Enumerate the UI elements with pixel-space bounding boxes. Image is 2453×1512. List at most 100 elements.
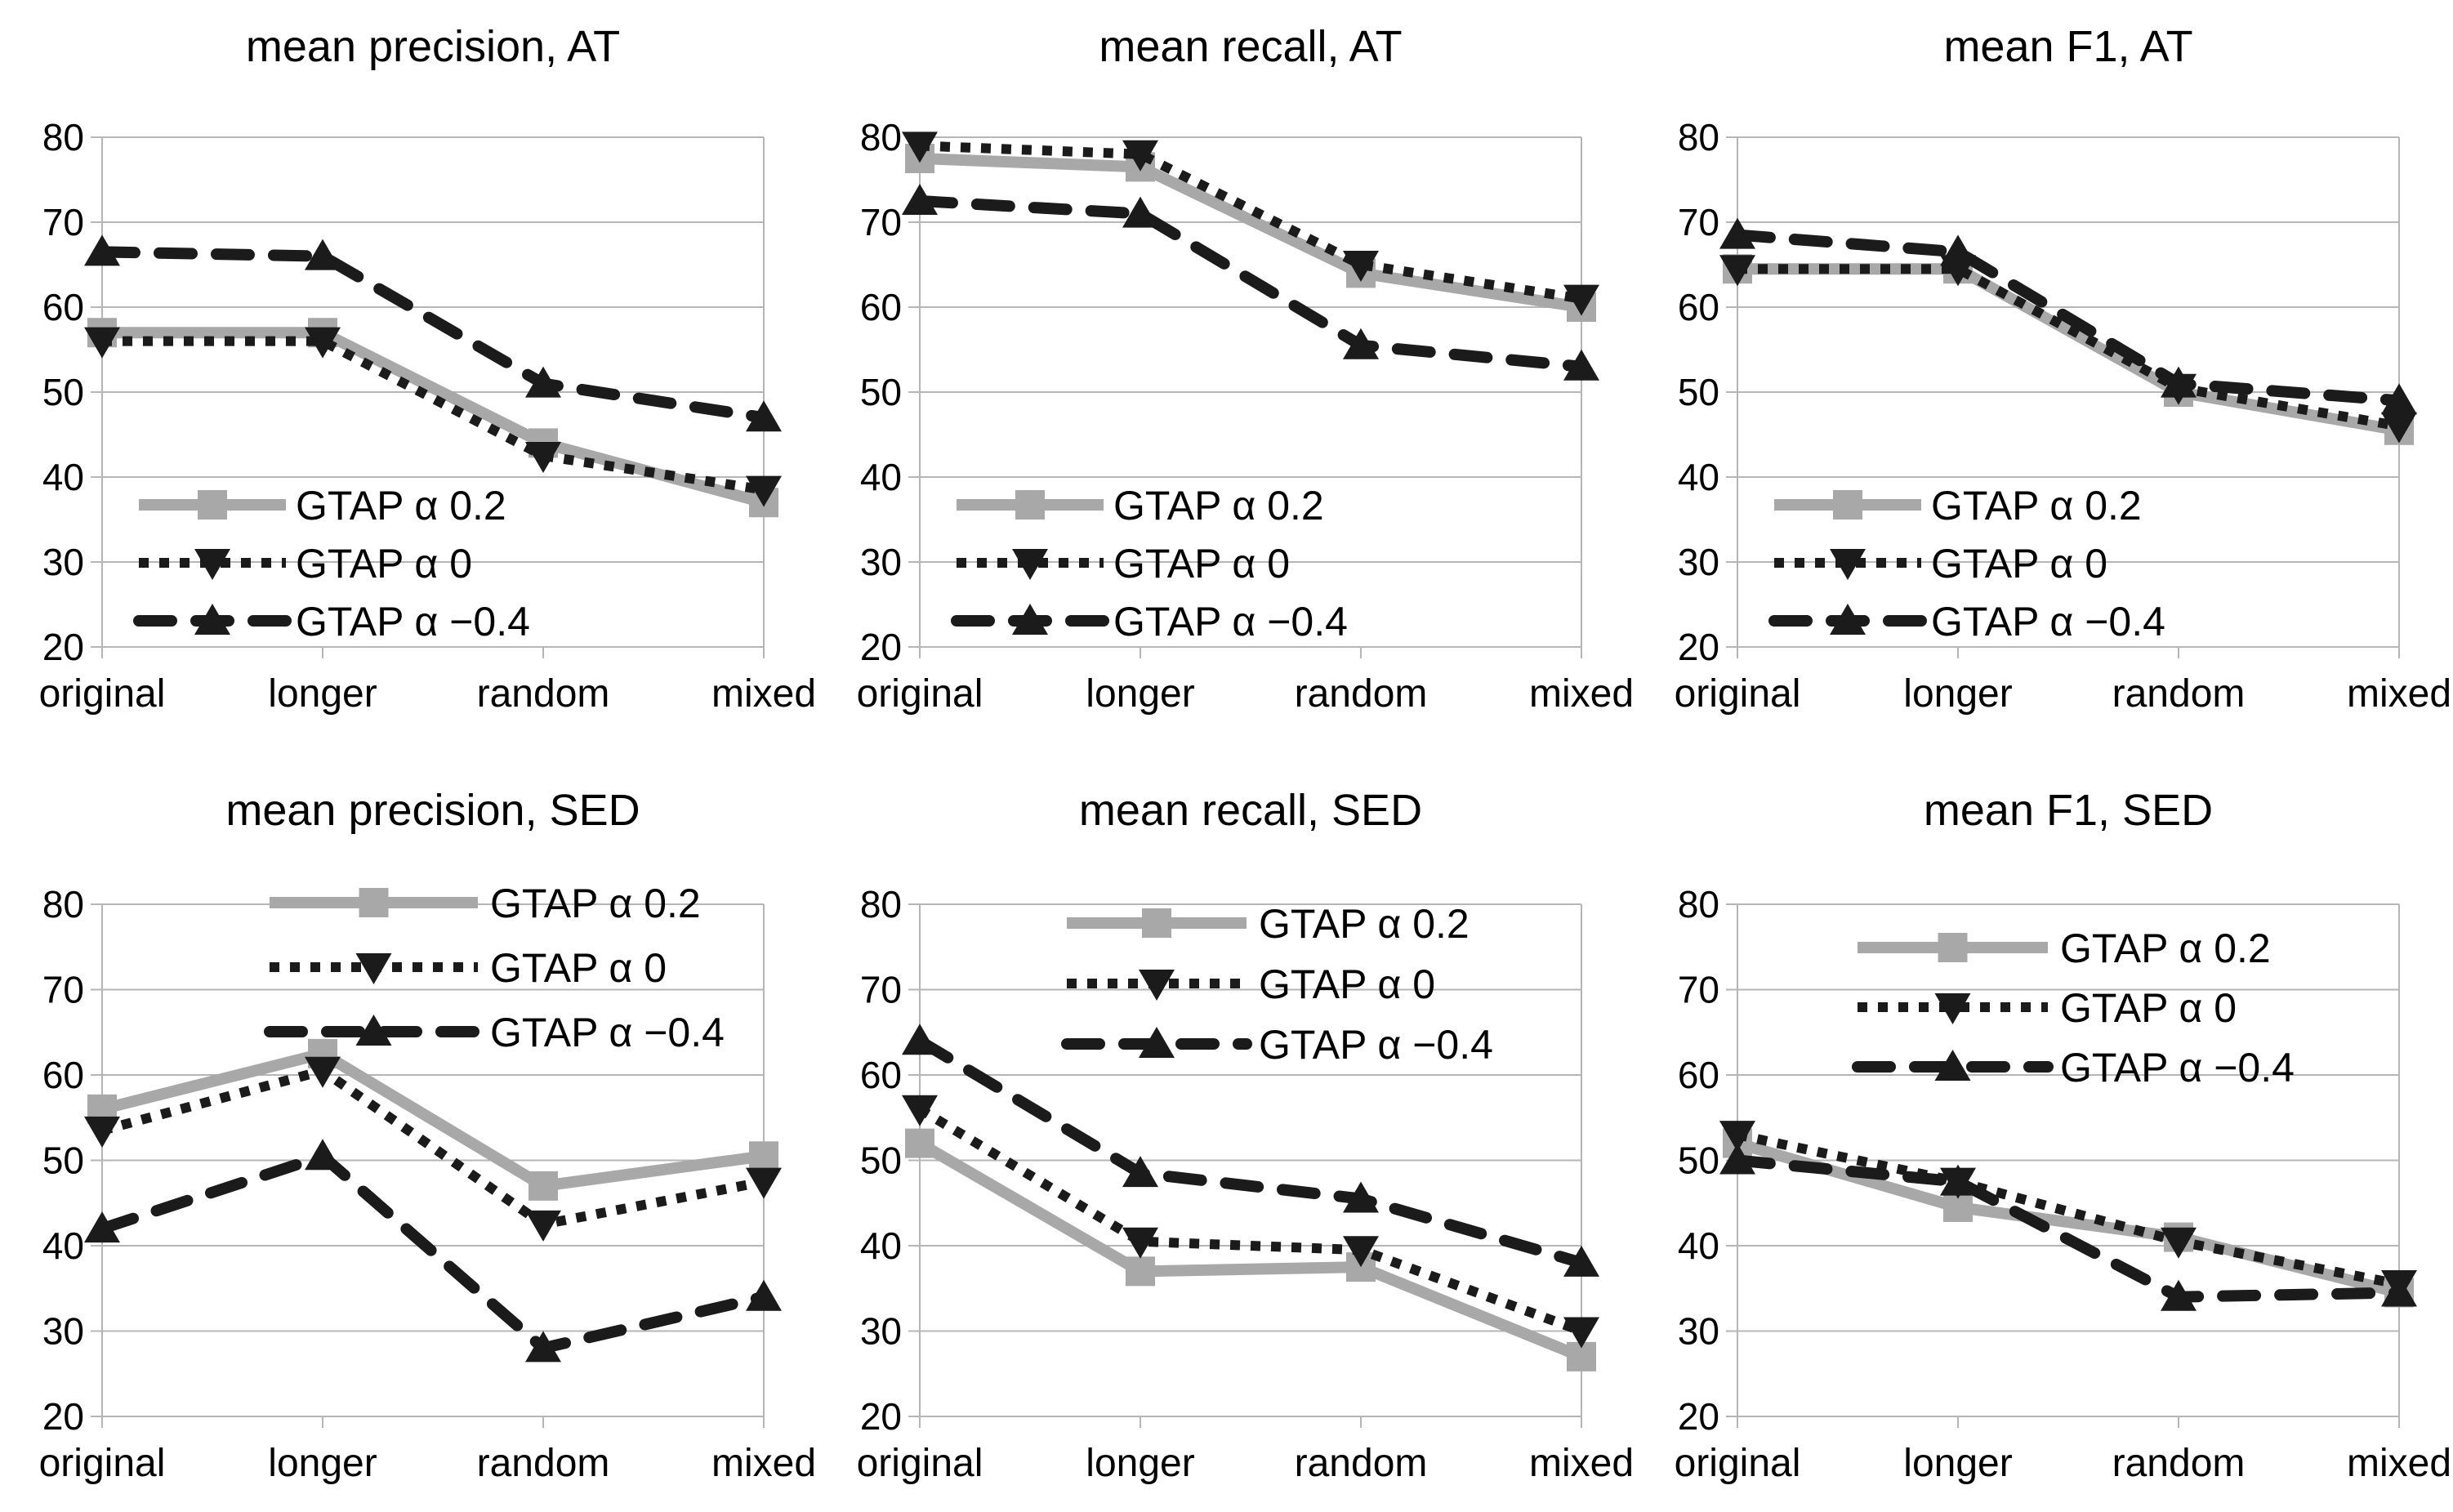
legend-entry-2: GTAP α 0 (1858, 985, 2237, 1031)
axes: 20 30 40 50 60 70 80 original longer random mixed (1675, 116, 2451, 716)
legend-label: GTAP α 0 (1259, 961, 1435, 1007)
legend-label: GTAP α 0 (490, 945, 667, 991)
x-tick-label-original: original (1675, 672, 1801, 716)
series-solid (87, 1038, 778, 1201)
y-tick-label-70: 70 (1678, 201, 1719, 243)
triangle-down-marker-original (84, 327, 120, 359)
legend: GTAP α 0.2 GTAP α 0 GTAP α −0.4 (133, 483, 530, 644)
legend-square-icon (1938, 933, 1968, 962)
legend: GTAP α 0.2 GTAP α 0 GTAP α −0.4 (1061, 901, 1493, 1068)
triangle-down-marker-random (1343, 1236, 1379, 1268)
y-tick-label-60: 60 (860, 286, 902, 328)
square-marker-longer (1126, 1256, 1155, 1287)
triangle-up-marker-mixed (1563, 1245, 1599, 1277)
y-tick-label-60: 60 (1678, 1054, 1719, 1096)
triangle-down-marker-mixed (746, 475, 782, 507)
legend-entry-2: GTAP α 0 (957, 541, 1290, 587)
series-line-1 (917, 1138, 1584, 1363)
legend-label: GTAP α −0.4 (490, 1010, 725, 1055)
y-tick-label-70: 70 (1678, 969, 1719, 1011)
legend: GTAP α 0.2 GTAP α 0 GTAP α −0.4 (1852, 925, 2295, 1091)
series-dotted (84, 327, 782, 507)
legend-triangle-down-icon (1012, 549, 1048, 580)
series-line-3 (1732, 1154, 2405, 1303)
axes: 20 30 40 50 60 70 80 original longer random mixed (857, 883, 1634, 1485)
legend-triangle-down-icon (1830, 549, 1866, 580)
y-tick-label-80: 80 (42, 883, 84, 925)
triangle-up-marker-longer (305, 1139, 341, 1171)
x-tick-label-original: original (1675, 1442, 1801, 1485)
y-tick-label-40: 40 (860, 1224, 902, 1267)
triangle-up-marker-random (2161, 1279, 2197, 1311)
legend-triangle-up-icon (1139, 1027, 1175, 1058)
series-dotted (902, 1095, 1599, 1349)
y-tick-label-20: 20 (1678, 626, 1719, 668)
square-marker-random (529, 1171, 558, 1201)
triangle-down-marker-original (902, 132, 938, 163)
chart-panel-mean-precision-at: 20 30 40 50 60 70 80 original longer random mixed G… (0, 0, 818, 756)
chart-title: mean precision, AT (246, 22, 620, 71)
x-tick-label-random: random (2112, 672, 2246, 716)
y-tick-label-40: 40 (860, 456, 902, 498)
triangle-up-marker-longer (1940, 1164, 1976, 1196)
legend-triangle-down-icon (1934, 993, 1971, 1024)
triangle-up-marker-original (1719, 1143, 1755, 1175)
y-tick-label-50: 50 (1678, 1140, 1719, 1182)
y-tick-label-50: 50 (42, 371, 84, 413)
legend-entry-2: GTAP α 0 (1067, 961, 1435, 1007)
series-line-2 (100, 1065, 765, 1230)
y-tick-label-50: 50 (42, 1140, 84, 1182)
legend-entry-3: GTAP α −0.4 (264, 1010, 725, 1055)
series-dotted (84, 1056, 782, 1242)
legend-entry-3: GTAP α −0.4 (1852, 1045, 2295, 1091)
x-tick-label-longer: longer (1086, 1442, 1194, 1485)
series-dashed (1719, 217, 2417, 415)
series-dashed (902, 1024, 1599, 1277)
chart-panel-mean-f1-at: 20 30 40 50 60 70 80 original longer random mixed G… (1635, 0, 2453, 756)
chart-title: mean recall, SED (1079, 786, 1422, 835)
legend-triangle-up-icon (355, 1015, 392, 1046)
y-tick-label-60: 60 (42, 286, 84, 328)
legend: GTAP α 0.2 GTAP α 0 GTAP α −0.4 (264, 881, 725, 1055)
x-tick-label-original: original (857, 672, 983, 716)
series-line-3 (914, 1035, 1587, 1269)
legend-label: GTAP α 0.2 (296, 483, 506, 529)
y-tick-label-50: 50 (1678, 371, 1719, 413)
triangle-down-marker-random (1343, 251, 1379, 282)
y-tick-label-20: 20 (860, 626, 902, 668)
legend-triangle-down-icon (194, 549, 230, 580)
triangle-up-marker-mixed (1563, 349, 1599, 381)
chart-mean-recall-at: 20 30 40 50 60 70 80 original longer random mixed G… (857, 22, 1634, 716)
triangle-up-marker-mixed (2381, 383, 2417, 415)
legend-label: GTAP α 0 (296, 541, 472, 587)
x-tick-label-original: original (39, 1442, 166, 1485)
y-tick-label-60: 60 (42, 1054, 84, 1096)
triangle-down-marker-mixed (1563, 1317, 1599, 1349)
chart-mean-f1-sed: 20 30 40 50 60 70 80 original longer random mixed G… (1675, 786, 2451, 1485)
legend-entry-3: GTAP α −0.4 (1768, 599, 2165, 644)
y-tick-label-70: 70 (860, 201, 902, 243)
y-tick-label-70: 70 (860, 969, 902, 1011)
y-tick-label-40: 40 (1678, 456, 1719, 498)
series-solid (905, 144, 1596, 322)
series-dashed (1719, 1143, 2417, 1311)
series-line-2 (1736, 1130, 2401, 1289)
legend-label: GTAP α −0.4 (1259, 1022, 1493, 1068)
legend-triangle-up-icon (194, 604, 230, 635)
triangle-down-marker-mixed (746, 1167, 782, 1199)
triangle-down-marker-original (1719, 255, 1755, 287)
x-tick-label-mixed: mixed (1529, 672, 1634, 716)
series-line-1 (1736, 1137, 2401, 1299)
triangle-up-marker-longer (305, 239, 341, 270)
chart-mean-recall-sed: 20 30 40 50 60 70 80 original longer random mixed G… (857, 786, 1634, 1485)
series-solid (905, 1128, 1596, 1372)
legend-label: GTAP α 0 (1931, 541, 2107, 587)
chart-mean-f1-at: 20 30 40 50 60 70 80 original longer random mixed G… (1675, 22, 2451, 716)
series-line-2 (102, 336, 765, 495)
triangle-up-marker-original (902, 184, 938, 215)
x-tick-label-longer: longer (268, 672, 377, 716)
x-tick-label-random: random (477, 672, 610, 716)
triangle-down-marker-random (525, 442, 561, 473)
legend-entry-1: GTAP α 0.2 (139, 483, 506, 529)
axes: 20 30 40 50 60 70 80 original longer random mixed (39, 883, 816, 1485)
